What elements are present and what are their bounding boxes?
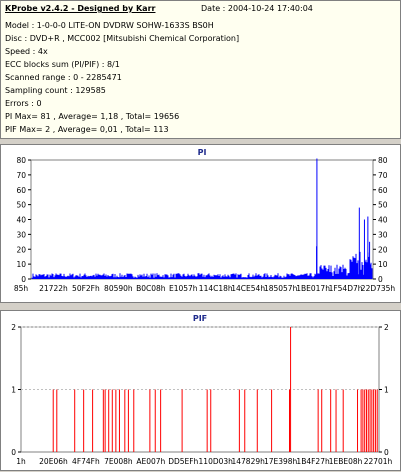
x-tick-label: 1BE017h xyxy=(296,284,330,293)
range-line: Scanned range : 0 - 2285471 xyxy=(5,73,122,82)
y-tick-label-right: 40 xyxy=(378,216,388,225)
pi-chart-panel: PI 0 0 10 10 20 20 30 30 40 40 50 50 60 60 70 70 80 80 85h 2… xyxy=(0,144,401,303)
x-tick-label: 20E06h xyxy=(39,457,68,466)
y-tick-label-left: 80 xyxy=(16,156,26,165)
x-tick-label: DD5EFh xyxy=(168,457,198,466)
model-line: Model : 1-0-0-0 LITE-ON DVDRW SOHW-1633S… xyxy=(5,21,214,30)
x-tick-label: 114C18h xyxy=(199,284,233,293)
x-tick-label: B0C08h xyxy=(136,284,166,293)
x-tick-label: E1057h xyxy=(169,284,198,293)
x-tick-label: 110D03h xyxy=(199,457,234,466)
x-tick-label: 50F2Fh xyxy=(72,284,100,293)
x-tick-label: 1F54D7h xyxy=(329,284,363,293)
x-tick-label: 22D735h xyxy=(361,284,396,293)
errors-line: Errors : 0 xyxy=(5,99,42,108)
x-tick-label: 185057h xyxy=(264,284,298,293)
y-tick-label-right: 30 xyxy=(378,230,388,239)
y-tick-label-right: 2 xyxy=(384,323,389,332)
y-tick-label-right: 60 xyxy=(378,186,388,195)
info-panel: KProbe v2.4.2 - Designed by Karr Date : … xyxy=(0,0,401,139)
x-tick-label: 85h xyxy=(14,284,29,293)
pi-chart: PI 0 0 10 10 20 20 30 30 40 40 50 50 60 60 70 70 80 80 85h 2… xyxy=(14,148,396,293)
scan-date: Date : 2004-10-24 17:40:04 xyxy=(201,4,313,13)
disc-line: Disc : DVD+R , MCC002 [Mitsubishi Chemic… xyxy=(5,34,240,43)
y-tick-label-left: 2 xyxy=(11,323,16,332)
ecc-line: ECC blocks sum (PI/PIF) : 8/1 xyxy=(5,60,120,69)
chart-title: PI xyxy=(198,148,207,157)
pif-stats-line: PIF Max= 2 , Average= 0,01 , Total= 113 xyxy=(5,125,169,134)
y-tick-label-left: 70 xyxy=(16,171,26,180)
x-tick-label: 22701h xyxy=(364,457,393,466)
x-tick-label: 14CE54h xyxy=(231,284,265,293)
y-tick-label-left: 0 xyxy=(21,275,26,284)
y-tick-label-right: 0 xyxy=(384,448,389,457)
pif-chart-panel: PIF 0 0 1 1 2 2 1h 20E06h 4F74Fh 7E008h AE007h DD5EF… xyxy=(0,310,401,471)
y-tick-label-right: 1 xyxy=(384,386,389,395)
x-tick-label: 1EBE08h xyxy=(329,457,363,466)
y-tick-label-right: 50 xyxy=(378,201,388,210)
chart-title: PIF xyxy=(193,314,207,323)
x-tick-label: 7E008h xyxy=(104,457,133,466)
sampling-line: Sampling count : 129585 xyxy=(5,86,106,95)
plot-area xyxy=(30,159,374,280)
y-tick-label-left: 30 xyxy=(16,230,26,239)
x-tick-label: 17E398h xyxy=(264,457,298,466)
y-tick-label-left: 0 xyxy=(11,448,16,457)
y-tick-label-left: 10 xyxy=(16,260,26,269)
pif-chart: PIF 0 0 1 1 2 2 1h 20E06h 4F74Fh 7E008h AE007h DD5EF… xyxy=(11,314,393,466)
x-tick-label: 4F74Fh xyxy=(72,457,100,466)
y-tick-label-right: 20 xyxy=(378,245,388,254)
app-title: KProbe v2.4.2 - Designed by Karr xyxy=(5,4,156,13)
y-tick-label-left: 50 xyxy=(16,201,26,210)
y-tick-label-right: 0 xyxy=(378,275,383,284)
y-tick-label-right: 10 xyxy=(378,260,388,269)
pi-stats-line: PI Max= 81 , Average= 1,18 , Total= 1965… xyxy=(5,112,180,121)
y-tick-label-left: 20 xyxy=(16,245,26,254)
speed-line: Speed : 4x xyxy=(5,47,48,56)
y-tick-label-left: 60 xyxy=(16,186,26,195)
pi-series xyxy=(31,251,373,279)
x-tick-label: 80590h xyxy=(104,284,133,293)
x-tick-label: 147829h xyxy=(231,457,265,466)
y-tick-label-left: 40 xyxy=(16,216,26,225)
x-tick-label: 1h xyxy=(16,457,26,466)
y-tick-label-right: 80 xyxy=(378,156,388,165)
x-tick-label: AE007h xyxy=(136,457,165,466)
y-tick-label-right: 70 xyxy=(378,171,388,180)
y-tick-label-left: 1 xyxy=(11,386,16,395)
x-tick-label: 21722h xyxy=(39,284,68,293)
x-tick-label: 1B4F27h xyxy=(296,457,330,466)
